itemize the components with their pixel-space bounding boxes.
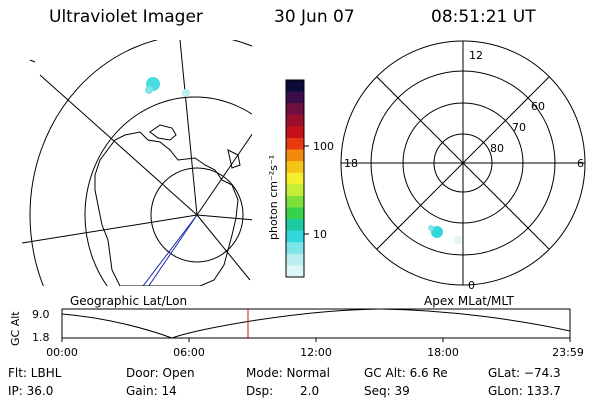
colorbar-cell — [286, 161, 304, 174]
colorbar-cell — [286, 184, 304, 197]
filter-info: Flt: LBHL — [8, 366, 62, 380]
colorbar-cell — [286, 172, 304, 185]
colorbar-unit-label: photon cm⁻²s⁻¹ — [267, 155, 280, 240]
gain-info: Gain: 14 — [126, 384, 177, 398]
dsp-label: Dsp: — [246, 384, 274, 398]
date-label: 30 Jun 07 — [274, 7, 355, 27]
colorbar-cell — [286, 137, 304, 151]
seq-info: Seq: 39 — [364, 384, 410, 398]
gc-alt-info: GC Alt: 6.6 Re — [364, 366, 448, 380]
colorbar-scale — [286, 80, 304, 278]
altitude-xtick: 00:00 — [46, 346, 78, 359]
colorbar-tick: 10 — [313, 228, 327, 241]
lat-label-60: 60 — [531, 100, 545, 113]
instrument-title: Ultraviolet Imager — [49, 7, 203, 27]
mlt-label-0: 0 — [468, 279, 475, 292]
colorbar-tick: 100 — [313, 140, 334, 153]
colorbar-cell — [286, 114, 304, 127]
altitude-xtick: 06:00 — [173, 346, 205, 359]
altitude-ytick: 9.0 — [32, 308, 50, 321]
altitude-xtick: 18:00 — [427, 346, 459, 359]
colorbar-cell — [286, 242, 304, 255]
colorbar-cell — [286, 207, 304, 220]
colorbar-cell — [286, 265, 304, 278]
colorbar-cell — [286, 219, 304, 232]
mlt-label-18: 18 — [344, 157, 358, 170]
altitude-xtick: 23:59 — [552, 346, 584, 359]
apex-caption: Apex MLat/MLT — [424, 294, 514, 308]
altitude-xtick: 12:00 — [300, 346, 332, 359]
colorbar-cell — [286, 126, 304, 139]
mlt-label-12: 12 — [469, 49, 483, 62]
colorbar-cell — [286, 103, 304, 116]
mlt-label-6: 6 — [577, 157, 584, 170]
aurora-blob — [431, 226, 443, 238]
lat-label-80: 80 — [490, 142, 504, 155]
mode-info: Mode: Normal — [246, 366, 330, 380]
colorbar-cell — [286, 149, 304, 162]
altitude-ylabel: GC Alt — [9, 311, 22, 346]
ip-info: IP: 36.0 — [8, 384, 54, 398]
time-label: 08:51:21 UT — [431, 7, 536, 27]
colorbar-cell — [286, 91, 304, 104]
geographic-caption: Geographic Lat/Lon — [70, 294, 188, 308]
colorbar-cell — [286, 253, 304, 266]
colorbar-cell — [286, 195, 304, 208]
altitude-ytick: 1.8 — [32, 331, 50, 344]
glon-info: GLon: 133.7 — [488, 384, 561, 398]
lat-label-70: 70 — [512, 121, 526, 134]
glat-info: GLat: −74.3 — [488, 366, 561, 380]
door-info: Door: Open — [126, 366, 195, 380]
dsp-value: 2.0 — [300, 384, 320, 398]
colorbar-cell — [286, 80, 304, 93]
colorbar-cell — [286, 230, 304, 243]
